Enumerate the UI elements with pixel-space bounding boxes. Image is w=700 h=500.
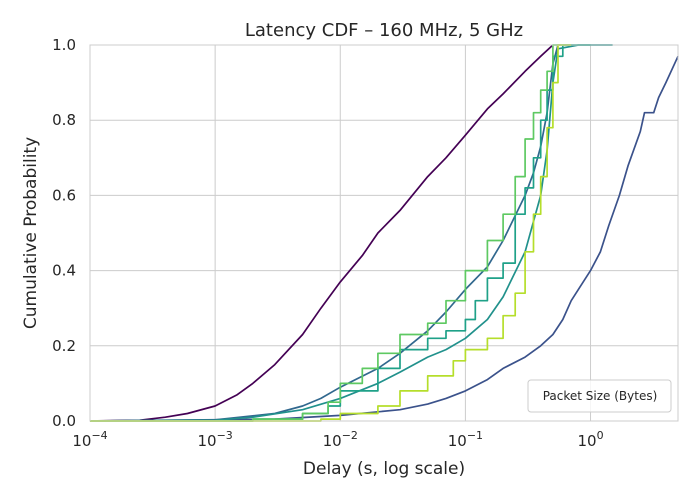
cdf-series-line-6 xyxy=(90,44,563,422)
x-tick-label: 100 xyxy=(577,429,603,450)
cdf-series-line-7 xyxy=(90,44,572,422)
x-tick-label: 10−2 xyxy=(323,429,358,450)
legend: Packet Size (Bytes) xyxy=(527,379,672,413)
y-axis-ticks: 0.0 0.2 0.4 0.6 0.8 1.0 xyxy=(52,36,76,430)
cdf-series-line-2 xyxy=(89,55,679,422)
y-tick-label: 0.8 xyxy=(52,111,76,129)
y-tick-label: 1.0 xyxy=(52,36,76,54)
y-tick-label: 0.2 xyxy=(52,337,76,355)
x-tick-label: 10−3 xyxy=(197,429,232,450)
x-tick-label: 10−4 xyxy=(72,429,107,450)
legend-box xyxy=(527,379,672,413)
cdf-series-line-3 xyxy=(89,44,572,422)
x-tick-label: 10−1 xyxy=(448,429,483,450)
cdf-series-line-5 xyxy=(90,44,591,422)
y-tick-label: 0.0 xyxy=(52,412,76,430)
x-axis-ticks: 10−4 10−3 10−2 10−1 100 xyxy=(72,429,603,450)
series-layer xyxy=(89,44,679,422)
y-tick-label: 0.6 xyxy=(52,186,76,204)
plot-frame xyxy=(89,44,679,422)
legend-title: Packet Size (Bytes) xyxy=(543,389,658,403)
y-tick-label: 0.4 xyxy=(52,262,76,280)
chart-title: Latency CDF – 160 MHz, 5 GHz xyxy=(245,20,523,41)
cdf-series-line-1 xyxy=(89,44,554,422)
y-axis-label: Cumulative Probability xyxy=(21,137,41,329)
x-axis-label: Delay (s, log scale) xyxy=(303,459,465,479)
